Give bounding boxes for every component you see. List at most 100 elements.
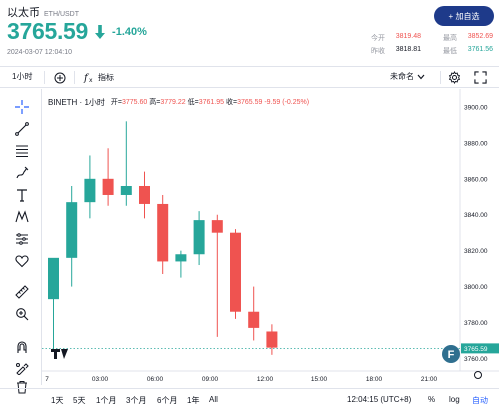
interval-selector[interactable]: 1小时 bbox=[12, 71, 32, 82]
indicators-button[interactable]: f x 指标 bbox=[83, 71, 114, 84]
y-tick-label: 3780.00 bbox=[464, 320, 488, 327]
add-watchlist-button[interactable]: + 加自选 bbox=[434, 6, 494, 26]
ruler-icon bbox=[15, 285, 29, 299]
header: 以太币 ETH/USDT 3765.59 -1.40% 2024-03-07 1… bbox=[0, 0, 499, 62]
legend-low: 3761.95 bbox=[198, 99, 225, 106]
function-icon: f x bbox=[83, 73, 93, 83]
title-row: 以太币 ETH/USDT bbox=[7, 4, 79, 20]
legend-change: -9.59 (-0.25%) bbox=[264, 99, 310, 106]
toolbar-divider bbox=[44, 71, 45, 84]
chart-symbol: BINETH · 1小时 bbox=[48, 98, 105, 107]
lock-draw-icon bbox=[16, 363, 29, 375]
stat-value-prev-close: 3818.81 bbox=[395, 46, 421, 53]
last-price-badge bbox=[461, 343, 499, 354]
x-tick-label: 03:00 bbox=[92, 376, 109, 383]
down-arrow-icon bbox=[95, 24, 106, 39]
x-tick-label: 18:00 bbox=[366, 376, 383, 383]
lock-draw-tool[interactable] bbox=[14, 360, 30, 376]
candle-body bbox=[230, 232, 241, 312]
stat-value-low: 3761.56 bbox=[467, 46, 493, 53]
measure-tool[interactable] bbox=[14, 231, 30, 247]
magnet-tool[interactable] bbox=[14, 339, 30, 355]
gear-icon[interactable] bbox=[448, 71, 461, 84]
toolbar-divider bbox=[74, 71, 75, 84]
range-1d[interactable]: 1天 bbox=[51, 396, 64, 405]
f-button-label: F bbox=[448, 349, 455, 361]
chevron-down-icon bbox=[417, 74, 425, 79]
crosshair-tool[interactable] bbox=[14, 99, 30, 115]
x-tick-label: 7 bbox=[45, 376, 49, 383]
magnet-icon bbox=[17, 341, 27, 353]
range-all[interactable]: All bbox=[209, 395, 218, 404]
legend-open-label: 开 bbox=[110, 99, 118, 106]
percent-toggle[interactable]: % bbox=[428, 395, 436, 404]
stat-label-prev-close: 昨收 bbox=[371, 48, 385, 55]
compare-add-icon[interactable] bbox=[54, 72, 66, 84]
candlestick-chart[interactable]: 3900.00 3880.00 3860.00 3840.00 3820.00 3800.… bbox=[42, 89, 499, 389]
x-tick-label: 12:00 bbox=[257, 376, 274, 383]
axis-gear-ring[interactable] bbox=[474, 371, 482, 379]
heart-icon bbox=[15, 255, 29, 268]
auto-toggle[interactable]: 自动 bbox=[472, 396, 488, 405]
candle-body bbox=[211, 220, 223, 233]
y-tick-label: 3880.00 bbox=[464, 140, 488, 147]
price-change: -1.40% bbox=[112, 25, 147, 38]
axis-gear-icon bbox=[474, 371, 482, 379]
candle-body bbox=[248, 311, 260, 328]
x-tick-label: 09:00 bbox=[202, 376, 219, 383]
interval-label: 1小时 bbox=[12, 72, 33, 81]
brush-tool[interactable] bbox=[14, 165, 30, 181]
x-tick-label: 06:00 bbox=[147, 376, 164, 383]
ruler-tool[interactable] bbox=[14, 284, 30, 300]
legend-values: 开=3775.60 高=3779.22 低=3761.95 收=3765.59 … bbox=[110, 99, 310, 106]
legend-high-label: 高 bbox=[149, 99, 157, 106]
asset-pair: ETH/USDT bbox=[44, 11, 79, 18]
x-tick-label: 21:00 bbox=[421, 376, 438, 383]
pattern-tool[interactable] bbox=[14, 209, 30, 225]
stat-label-low: 最低 bbox=[443, 48, 457, 55]
y-tick-label: 3820.00 bbox=[464, 248, 488, 255]
svg-text:f: f bbox=[83, 73, 90, 83]
range-5d[interactable]: 5天 bbox=[73, 396, 86, 405]
zoom-tool[interactable] bbox=[14, 306, 30, 322]
layout-selector[interactable]: 未命名 bbox=[390, 71, 425, 82]
bottom-bar: 1天 5天 1个月 3个月 6个月 1年 All 12:04:15 (UTC+8… bbox=[0, 388, 499, 413]
text-icon bbox=[17, 189, 27, 202]
range-6m[interactable]: 6个月 bbox=[157, 396, 178, 405]
indicators-label: 指标 bbox=[98, 72, 114, 82]
ohlc-legend: BINETH · 1小时 开=3775.60 高=3779.22 低=3761.… bbox=[48, 97, 309, 108]
layout-name: 未命名 bbox=[390, 72, 414, 81]
stat-label-high: 最高 bbox=[443, 35, 457, 42]
asset-title: 以太币 bbox=[7, 7, 40, 19]
f-button-circle bbox=[442, 345, 460, 363]
candle-body bbox=[66, 202, 78, 258]
text-tool[interactable] bbox=[14, 187, 30, 203]
zoom-icon bbox=[16, 308, 29, 321]
tradingview-logo bbox=[51, 349, 68, 359]
fib-tool[interactable] bbox=[14, 143, 30, 159]
favorites-tool[interactable] bbox=[14, 253, 30, 269]
candle-body bbox=[139, 185, 150, 204]
candle-body bbox=[48, 257, 59, 300]
stat-value-open: 3819.48 bbox=[395, 33, 421, 40]
log-toggle[interactable]: log bbox=[449, 395, 460, 404]
candle-body bbox=[84, 178, 96, 203]
timestamp: 2024-03-07 12:04:10 bbox=[7, 49, 72, 56]
tradingview-logo-mark bbox=[51, 349, 68, 359]
candle-body bbox=[120, 185, 132, 195]
legend-close: 3765.59 bbox=[237, 99, 263, 106]
x-tick-label: 15:00 bbox=[311, 376, 328, 383]
pattern-icon bbox=[15, 210, 29, 223]
current-price: 3765.59 bbox=[7, 18, 89, 44]
fullscreen-icon[interactable] bbox=[474, 71, 487, 84]
range-1m[interactable]: 1个月 bbox=[96, 396, 117, 405]
chart-toolbar: 1小时 f x 指标 未命名 bbox=[0, 66, 499, 88]
fib-lines-icon bbox=[16, 145, 28, 157]
measure-lines-icon bbox=[16, 233, 28, 245]
candle-body bbox=[175, 254, 187, 262]
trendline-tool[interactable] bbox=[14, 121, 30, 137]
range-1y[interactable]: 1年 bbox=[187, 396, 200, 405]
drawing-toolbar bbox=[0, 89, 42, 394]
svg-text:x: x bbox=[89, 77, 93, 83]
range-3m[interactable]: 3个月 bbox=[126, 396, 147, 405]
